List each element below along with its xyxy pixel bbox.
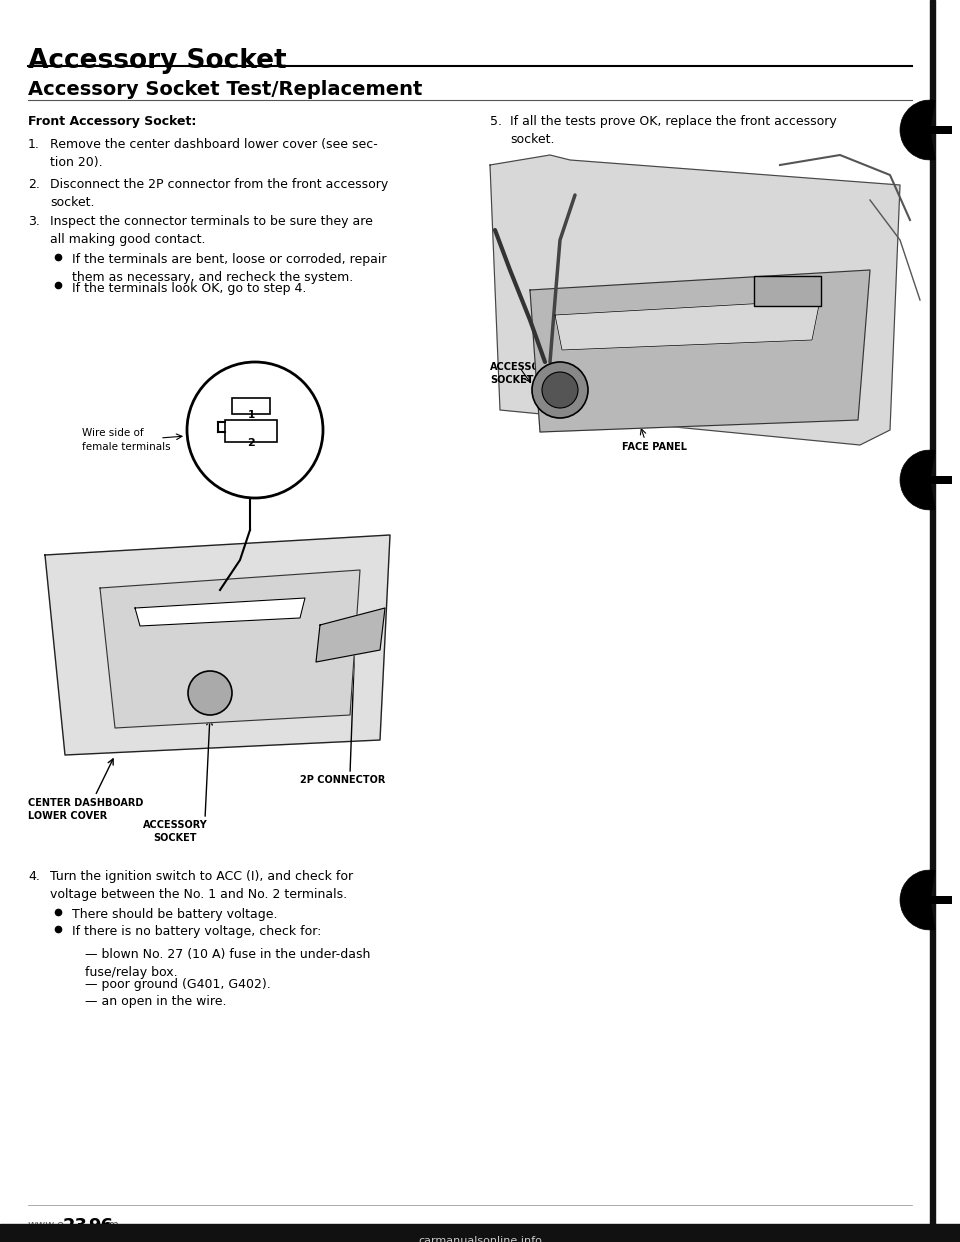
Polygon shape [0, 1225, 960, 1242]
Polygon shape [45, 535, 390, 755]
Text: 1: 1 [248, 410, 254, 420]
Text: If the terminals are bent, loose or corroded, repair
them as necessary, and rech: If the terminals are bent, loose or corr… [72, 253, 387, 284]
FancyBboxPatch shape [232, 397, 270, 414]
Text: ACCESSORY
SOCKET: ACCESSORY SOCKET [143, 820, 207, 843]
FancyBboxPatch shape [930, 125, 952, 134]
Text: Disconnect the 2P connector from the front accessory
socket.: Disconnect the 2P connector from the fro… [50, 178, 388, 209]
Text: 5.: 5. [490, 116, 502, 128]
Circle shape [532, 361, 588, 419]
Text: Accessory Socket Test/Replacement: Accessory Socket Test/Replacement [28, 79, 422, 99]
Text: 2.: 2. [28, 178, 40, 191]
Text: CENTER DASHBOARD
LOWER COVER: CENTER DASHBOARD LOWER COVER [28, 799, 143, 821]
Wedge shape [900, 869, 935, 930]
Text: 3.: 3. [28, 215, 40, 229]
FancyBboxPatch shape [754, 276, 821, 306]
Polygon shape [930, 0, 935, 1242]
Text: 23: 23 [63, 1217, 88, 1235]
Text: THERMAL
PROTECTOR: THERMAL PROTECTOR [755, 301, 821, 323]
Text: m: m [108, 1220, 119, 1230]
FancyBboxPatch shape [225, 420, 277, 442]
Text: ACCESSORY
SOCKET: ACCESSORY SOCKET [490, 361, 555, 385]
Text: If all the tests prove OK, replace the front accessory
socket.: If all the tests prove OK, replace the f… [510, 116, 837, 147]
Text: Turn the ignition switch to ACC (I), and check for
voltage between the No. 1 and: Turn the ignition switch to ACC (I), and… [50, 869, 353, 900]
Text: 4.: 4. [28, 869, 40, 883]
Text: •: • [82, 1220, 90, 1235]
Wedge shape [900, 101, 935, 160]
Text: There should be battery voltage.: There should be battery voltage. [72, 908, 277, 922]
Text: www.e: www.e [28, 1220, 65, 1230]
Text: If the terminals look OK, go to step 4.: If the terminals look OK, go to step 4. [72, 282, 306, 296]
Text: Front Accessory Socket:: Front Accessory Socket: [28, 116, 197, 128]
Text: 1.: 1. [28, 138, 40, 152]
Text: 2P CONNECTOR: 2P CONNECTOR [300, 775, 385, 785]
Polygon shape [100, 570, 360, 728]
Text: FACE PANEL: FACE PANEL [622, 442, 687, 452]
Circle shape [188, 671, 232, 715]
Polygon shape [530, 270, 870, 432]
Polygon shape [555, 301, 820, 350]
Text: Wire side of
female terminals: Wire side of female terminals [82, 428, 171, 452]
Text: 2: 2 [247, 438, 254, 448]
Polygon shape [316, 609, 385, 662]
Text: carmanualsonline.info: carmanualsonline.info [418, 1236, 542, 1242]
Text: — poor ground (G401, G402).: — poor ground (G401, G402). [85, 977, 271, 991]
Text: Inspect the connector terminals to be sure they are
all making good contact.: Inspect the connector terminals to be su… [50, 215, 372, 246]
Text: — an open in the wire.: — an open in the wire. [85, 995, 227, 1009]
Text: 96: 96 [88, 1217, 113, 1235]
Text: — blown No. 27 (10 A) fuse in the under-dash
fuse/relay box.: — blown No. 27 (10 A) fuse in the under-… [85, 948, 371, 979]
FancyBboxPatch shape [930, 476, 952, 484]
Text: Remove the center dashboard lower cover (see sec-
tion 20).: Remove the center dashboard lower cover … [50, 138, 377, 169]
Circle shape [542, 373, 578, 409]
Polygon shape [490, 155, 900, 445]
Polygon shape [135, 597, 305, 626]
FancyBboxPatch shape [930, 895, 952, 904]
Text: Accessory Socket: Accessory Socket [28, 48, 287, 75]
Text: If there is no battery voltage, check for:: If there is no battery voltage, check fo… [72, 925, 322, 938]
Wedge shape [900, 450, 935, 510]
